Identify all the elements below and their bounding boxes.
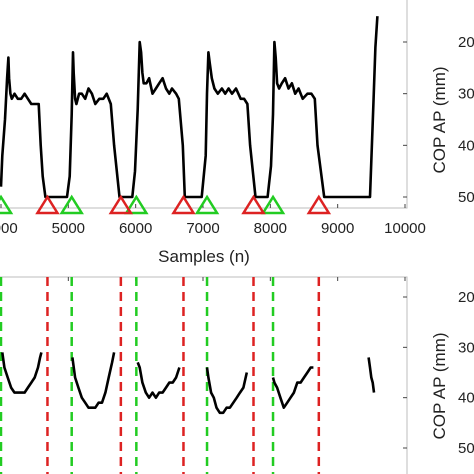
top-panel: 4000 5000 6000 7000 8000 9000 10000 20 30 40 50 Sa… <box>0 0 474 266</box>
top-y-tick-label: 50 <box>458 189 474 206</box>
top-x-axis-label: Samples (n) <box>158 247 250 266</box>
bottom-y-tick-label: 30 <box>458 339 474 356</box>
top-x-tick-label: 7000 <box>186 220 219 237</box>
bottom-series-segment <box>136 361 181 400</box>
bottom-event-lines <box>0 277 321 474</box>
bottom-y-axis-label: COP AP (mm) <box>430 332 449 439</box>
offset-marker <box>241 194 266 215</box>
bottom-series-segment <box>367 357 376 393</box>
top-y-tick-label: 20 <box>458 34 474 51</box>
bottom-y-tick-label: 40 <box>458 390 474 407</box>
onset-marker <box>0 194 14 215</box>
bottom-y-tick-label: 20 <box>458 289 474 306</box>
top-x-tick-label: 6000 <box>119 220 152 237</box>
bottom-y-tick-label: 50 <box>458 440 474 457</box>
top-series-line <box>0 16 379 199</box>
bottom-axis-ticks: 20 30 40 50 <box>0 277 474 457</box>
bottom-panel: 20 30 40 50 COP AP (mm) <box>0 276 474 474</box>
bottom-series-segment <box>1 352 43 394</box>
top-x-tick-label: 5000 <box>52 220 85 237</box>
offset-marker <box>108 194 134 215</box>
bottom-series-segment <box>71 352 116 410</box>
onset-marker <box>194 194 220 215</box>
top-y-axis-label: COP AP (mm) <box>430 66 449 173</box>
top-y-tick-label: 40 <box>458 137 474 154</box>
top-series <box>0 16 379 199</box>
onset-marker <box>124 194 149 215</box>
top-x-tick-label: 9000 <box>321 220 354 237</box>
top-y-tick-label: 30 <box>458 86 474 103</box>
offset-marker <box>35 194 60 215</box>
onset-marker <box>59 194 84 215</box>
bottom-series-segment <box>271 366 314 410</box>
top-axis-ticks: 4000 5000 6000 7000 8000 9000 10000 20 30 40 50 <box>0 34 474 237</box>
onset-marker <box>260 194 286 215</box>
bottom-series <box>1 352 376 415</box>
bottom-series-segment <box>205 367 249 415</box>
top-markers <box>0 194 332 215</box>
offset-marker <box>171 194 196 215</box>
top-x-tick-label: 4000 <box>0 220 18 237</box>
offset-marker <box>306 194 332 215</box>
top-x-tick-label: 10000 <box>384 220 426 237</box>
top-x-tick-label: 8000 <box>254 220 287 237</box>
bottom-plot-frame <box>0 276 408 474</box>
